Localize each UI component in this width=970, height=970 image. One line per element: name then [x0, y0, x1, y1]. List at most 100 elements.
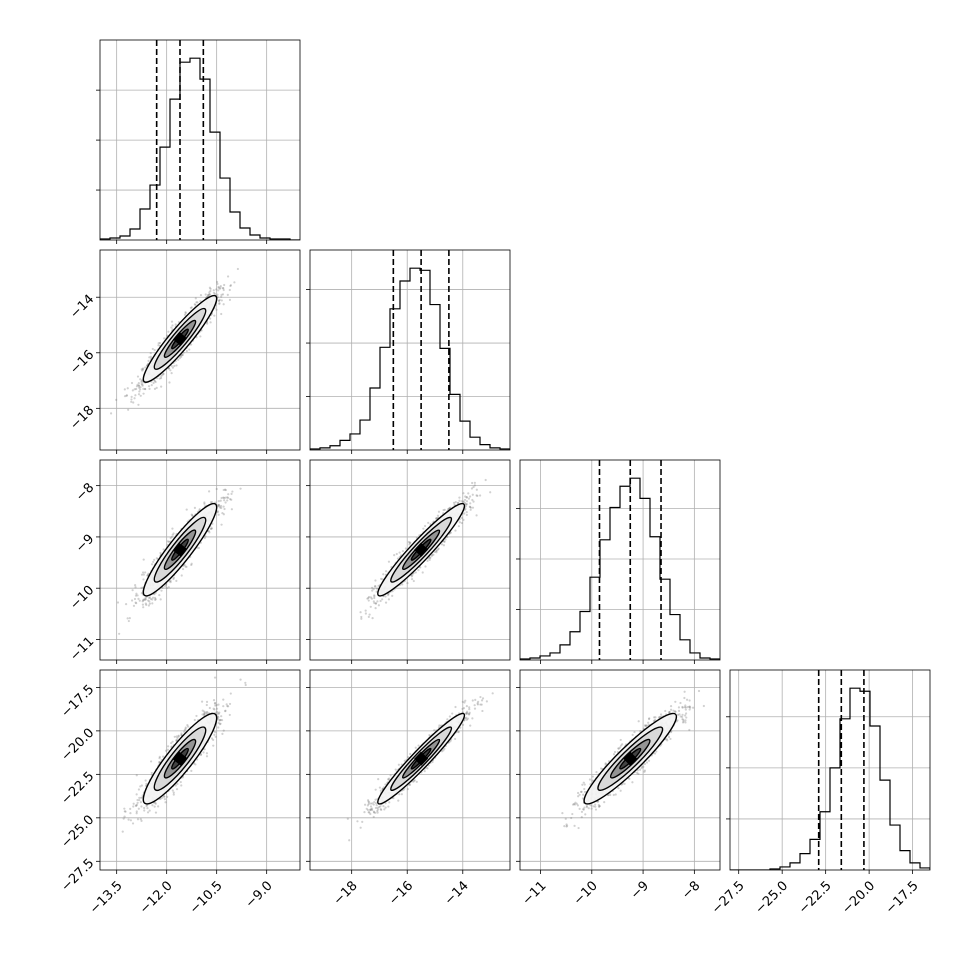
scatter-point — [137, 384, 140, 387]
scatter-point — [228, 702, 232, 706]
scatter-point — [435, 549, 438, 553]
scatter-point — [144, 596, 147, 600]
scatter-point — [153, 349, 156, 352]
scatter-point — [239, 487, 242, 490]
scatter-point — [217, 503, 220, 507]
scatter-point — [215, 280, 219, 284]
scatter-point — [137, 393, 141, 396]
scatter-point — [139, 394, 142, 397]
scatter-point — [142, 598, 145, 601]
scatter-point — [424, 565, 427, 568]
scatter-point — [208, 286, 211, 289]
panel-frame — [309, 249, 511, 451]
scatter-point — [109, 412, 113, 415]
scatter-point — [162, 372, 165, 376]
scatter-point — [208, 293, 211, 296]
scatter-point — [169, 369, 172, 372]
scatter-point — [411, 574, 414, 577]
scatter-point — [222, 288, 225, 292]
scatter-point — [209, 287, 212, 290]
scatter-point — [360, 615, 363, 619]
scatter-point — [379, 599, 382, 603]
scatter-point — [470, 487, 474, 490]
scatter-point — [220, 523, 223, 526]
scatter-point — [426, 559, 429, 563]
scatter-point — [359, 611, 362, 614]
scatter-point — [165, 587, 168, 590]
scatter-point — [218, 302, 221, 305]
scatter-point — [193, 506, 197, 510]
scatter-point — [453, 503, 456, 506]
scatter-point — [204, 293, 207, 296]
scatter-point — [142, 387, 145, 390]
scatter-point — [203, 712, 206, 715]
scatter-point — [151, 598, 154, 601]
scatter-point — [140, 368, 143, 371]
scatter-point — [208, 531, 211, 534]
scatter-point — [139, 378, 142, 381]
scatter-point — [147, 604, 150, 607]
scatter-point — [130, 395, 133, 398]
scatter-point — [398, 551, 401, 554]
scatter-point — [148, 596, 151, 600]
scatter-point — [218, 505, 221, 508]
scatter-point — [173, 364, 176, 368]
scatter-point — [448, 507, 451, 510]
scatter-point — [220, 506, 223, 510]
scatter-point — [124, 810, 127, 813]
scatter-point — [207, 530, 211, 533]
scatter-point — [212, 699, 216, 702]
scatter-point — [175, 579, 178, 582]
scatter-panel-p1-p4 — [96, 669, 301, 874]
scatter-point — [130, 398, 133, 401]
scatter-point — [432, 553, 435, 556]
scatter-point — [159, 551, 162, 555]
scatter-point — [189, 306, 192, 310]
scatter-point — [373, 601, 376, 605]
scatter-point — [437, 547, 440, 550]
scatter-point — [140, 591, 143, 595]
scatter-point — [401, 550, 405, 553]
scatter-point — [457, 525, 460, 528]
scatter-point — [224, 488, 227, 491]
scatter-point — [472, 485, 475, 489]
scatter-point — [199, 300, 202, 303]
scatter-point — [203, 536, 206, 540]
scatter-point — [464, 507, 467, 511]
scatter-point — [384, 601, 388, 604]
scatter-point — [174, 323, 177, 326]
scatter-point — [123, 395, 127, 398]
scatter-point — [423, 524, 427, 528]
scatter-point — [143, 387, 147, 391]
histogram-panel-p3 — [516, 459, 721, 664]
scatter-point — [150, 563, 154, 566]
scatter-point — [154, 598, 157, 601]
scatter-point — [142, 392, 145, 395]
scatter-point — [170, 372, 173, 375]
scatter-point — [154, 597, 157, 601]
scatter-point — [136, 594, 139, 597]
scatter-point — [226, 275, 230, 278]
scatter-point — [217, 285, 220, 289]
scatter-point — [433, 550, 436, 554]
scatter-point — [219, 284, 222, 288]
scatter-point — [131, 389, 134, 392]
scatter-point — [377, 604, 380, 607]
scatter-point — [133, 388, 136, 391]
scatter-point — [467, 497, 471, 500]
scatter-point — [199, 294, 203, 297]
scatter-point — [144, 598, 147, 601]
scatter-point — [218, 506, 222, 509]
scatter-point — [171, 324, 174, 327]
scatter-point — [229, 284, 232, 287]
scatter-point — [209, 501, 212, 504]
scatter-point — [190, 563, 193, 567]
scatter-point — [440, 543, 444, 546]
panel-frame — [729, 669, 931, 871]
scatter-point — [177, 358, 180, 361]
scatter-point — [153, 596, 157, 599]
scatter-point — [152, 381, 155, 385]
scatter-point — [375, 587, 379, 590]
scatter-point — [128, 617, 131, 620]
scatter-point — [135, 385, 139, 388]
